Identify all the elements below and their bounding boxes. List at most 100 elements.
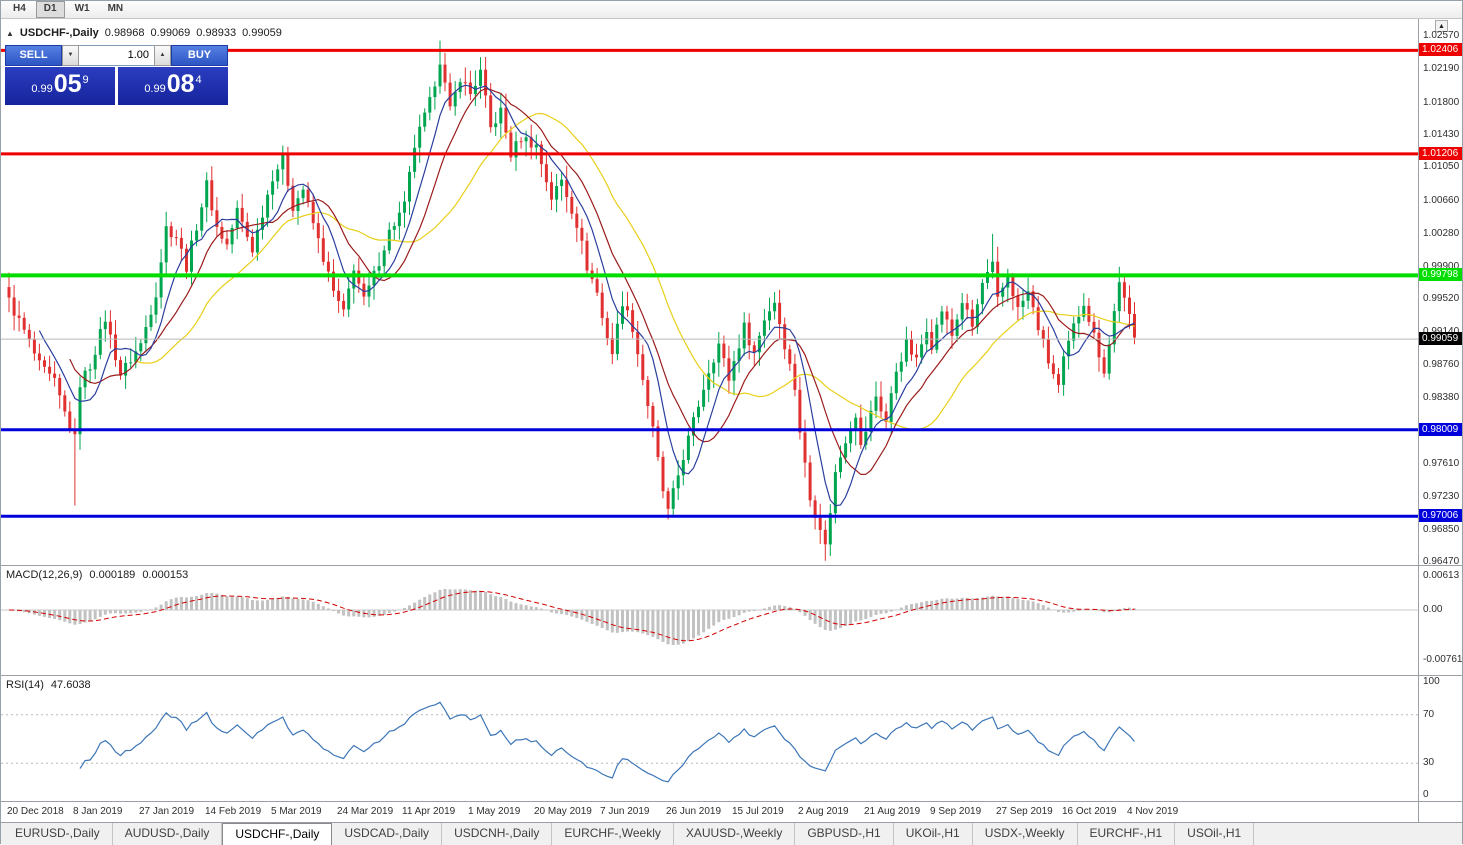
chart-tab-bar: EURUSD-,Daily AUDUSD-,Daily USDCHF-,Daily U… (1, 822, 1462, 845)
chart-title: ▲ USDCHF-,Daily 0.98968 0.99069 0.98933 … (6, 27, 282, 39)
price-axis-tick: 0.97610 (1423, 458, 1460, 469)
date-label: 1 May 2019 (468, 806, 521, 817)
sell-price-big: 05 (53, 70, 82, 98)
date-label: 9 Sep 2019 (930, 806, 982, 817)
timeframe-button-d1[interactable]: D1 (35, 1, 65, 18)
price-axis-tick: 1.02570 (1423, 30, 1460, 41)
sell-price-prefix: 0.99 (31, 83, 53, 95)
price-chart-canvas[interactable] (1, 19, 1418, 565)
rsi-name: RSI(14) (6, 679, 44, 691)
chart-tab-usdcad-daily[interactable]: USDCAD-,Daily (332, 823, 443, 845)
ohlc-close: 0.99059 (242, 27, 282, 39)
price-level-badge: 1.02406 (1419, 43, 1462, 56)
price-chart-panel: ▲ USDCHF-,Daily 0.98968 0.99069 0.98933 … (1, 19, 1462, 566)
collapse-icon[interactable]: ▲ (6, 28, 14, 38)
rsi-label: RSI(14) 47.6038 (6, 679, 91, 691)
date-label: 5 Mar 2019 (271, 806, 322, 817)
date-axis-corner (1418, 802, 1462, 822)
rsi-axis-label: 70 (1423, 709, 1435, 720)
price-axis-tick: 0.96470 (1423, 556, 1460, 565)
macd-plot[interactable]: MACD(12,26,9) 0.000189 0.000153 (1, 566, 1418, 675)
macd-axis-label: -0.007612 (1423, 654, 1462, 665)
volume-increase-button[interactable]: ▲ (154, 45, 171, 66)
chart-tab-usdchf-daily[interactable]: USDCHF-,Daily (222, 823, 333, 845)
price-axis-tick: 0.96850 (1423, 524, 1460, 535)
date-axis-labels[interactable]: 20 Dec 2018 8 Jan 2019 27 Jan 2019 14 Feb 2… (1, 802, 1418, 822)
price-axis-tick: 1.00660 (1423, 195, 1460, 206)
chart-tab-usdx-weekly[interactable]: USDX-,Weekly (973, 823, 1078, 845)
date-label: 7 Jun 2019 (600, 806, 650, 817)
macd-axis: 0.00613 0.00 -0.007612 (1418, 566, 1462, 675)
ohlc-open: 0.98968 (104, 27, 145, 39)
date-label: 11 Apr 2019 (402, 806, 456, 817)
timeframe-toolbar: H4 D1 W1 MN (1, 1, 1462, 19)
volume-decrease-button[interactable]: ▼ (62, 45, 79, 66)
rsi-axis-label: 0 (1423, 789, 1429, 800)
rsi-axis-label: 100 (1423, 676, 1440, 687)
price-axis-tick: 1.01050 (1423, 161, 1460, 172)
chart-tab-ukoil-h1[interactable]: UKOil-,H1 (894, 823, 973, 845)
macd-axis-label: 0.00 (1423, 604, 1443, 615)
chart-tab-usoil-h1[interactable]: USOil-,H1 (1175, 823, 1255, 845)
price-axis[interactable]: ▲ 1.02570 1.02190 1.01800 1.01430 1.01050 1.0… (1418, 19, 1462, 565)
macd-canvas[interactable] (1, 566, 1418, 675)
volume-input[interactable]: 1.00 (79, 45, 154, 66)
sell-button[interactable]: SELL (5, 45, 62, 66)
buy-price-sup: 4 (195, 74, 202, 86)
sell-price-display[interactable]: 0.99 05 9 (5, 67, 115, 105)
chart-tab-eurchf-h1[interactable]: EURCHF-,H1 (1078, 823, 1176, 845)
rsi-canvas[interactable] (1, 676, 1418, 801)
chart-tab-xauusd-weekly[interactable]: XAUUSD-,Weekly (674, 823, 796, 845)
buy-price-prefix: 0.99 (144, 83, 166, 95)
chart-tab-eurusd-daily[interactable]: EURUSD-,Daily (3, 823, 113, 845)
price-level-badge: 0.99059 (1419, 332, 1462, 345)
price-axis-tick: 1.02190 (1423, 63, 1460, 74)
chart-tab-audusd-daily[interactable]: AUDUSD-,Daily (113, 823, 223, 845)
price-axis-tick: 0.98380 (1423, 392, 1460, 403)
date-label: 20 Dec 2018 (7, 806, 64, 817)
price-chart-plot[interactable]: ▲ USDCHF-,Daily 0.98968 0.99069 0.98933 … (1, 19, 1418, 565)
rsi-value: 47.6038 (50, 679, 91, 691)
rsi-axis: 100 70 30 0 (1418, 676, 1462, 801)
price-axis-tick: 0.99900 (1423, 261, 1460, 272)
scroll-up-button[interactable]: ▲ (1435, 20, 1448, 32)
chart-tab-usdcnh-daily[interactable]: USDCNH-,Daily (442, 823, 553, 845)
macd-name: MACD(12,26,9) (6, 569, 83, 581)
price-axis-tick: 1.01430 (1423, 129, 1460, 140)
price-axis-tick: 0.99140 (1423, 326, 1459, 337)
date-label: 27 Sep 2019 (996, 806, 1053, 817)
price-axis-tick: 0.97230 (1423, 491, 1460, 502)
sell-price-sup: 9 (82, 74, 89, 86)
date-label: 4 Nov 2019 (1127, 806, 1179, 817)
timeframe-button-mn[interactable]: MN (107, 3, 124, 14)
ohlc-high: 0.99069 (150, 27, 191, 39)
date-label: 21 Aug 2019 (864, 806, 921, 817)
chart-symbol-label: USDCHF-,Daily (19, 27, 99, 39)
timeframe-button-w1[interactable]: W1 (74, 3, 90, 14)
price-axis-tick: 1.00280 (1423, 228, 1460, 239)
price-level-badge: 0.97006 (1419, 509, 1462, 522)
ohlc-low: 0.98933 (196, 27, 237, 39)
rsi-panel: RSI(14) 47.6038 100 70 30 0 (1, 676, 1462, 802)
chart-tab-eurchf-weekly[interactable]: EURCHF-,Weekly (552, 823, 674, 845)
price-level-badge: 0.99798 (1419, 268, 1462, 281)
macd-label: MACD(12,26,9) 0.000189 0.000153 (6, 569, 188, 581)
price-axis-tick: 0.99520 (1423, 293, 1460, 304)
macd-panel: MACD(12,26,9) 0.000189 0.000153 0.00613 0… (1, 566, 1462, 676)
rsi-plot[interactable]: RSI(14) 47.6038 (1, 676, 1418, 801)
date-label: 20 May 2019 (534, 806, 592, 817)
macd-main-value: 0.000189 (89, 569, 136, 581)
date-label: 14 Feb 2019 (205, 806, 262, 817)
buy-price-big: 08 (166, 70, 195, 98)
date-label: 8 Jan 2019 (73, 806, 123, 817)
macd-axis-label: 0.00613 (1423, 570, 1460, 581)
price-level-badge: 1.01206 (1419, 147, 1462, 160)
timeframe-button-h4[interactable]: H4 (13, 3, 26, 14)
buy-price-display[interactable]: 0.99 08 4 (118, 67, 228, 105)
price-axis-tick: 0.98760 (1423, 359, 1460, 370)
chart-tab-gbpusd-h1[interactable]: GBPUSD-,H1 (795, 823, 894, 845)
date-label: 16 Oct 2019 (1062, 806, 1117, 817)
price-level-badge: 0.98009 (1419, 423, 1462, 436)
buy-button[interactable]: BUY (171, 45, 228, 66)
